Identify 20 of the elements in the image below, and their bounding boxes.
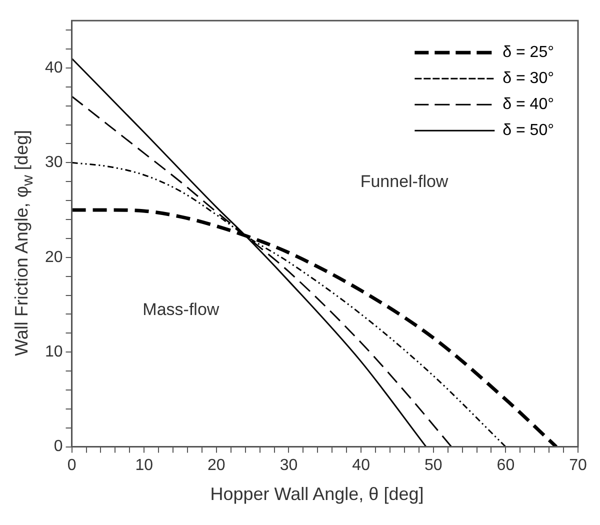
y-tick-label: 20 — [45, 248, 63, 266]
y-tick-label: 10 — [45, 343, 63, 360]
x-tick-label: 0 — [67, 456, 76, 474]
x-tick-label: 50 — [424, 456, 442, 474]
x-tick-label: 30 — [280, 456, 298, 474]
x-tick-label: 70 — [569, 456, 587, 474]
x-tick-label: 60 — [496, 456, 515, 474]
y-tick-label: 30 — [45, 154, 63, 172]
x-axis-title: Hopper Wall Angle, θ [deg] — [209, 484, 425, 505]
annotation: Funnel-flow — [360, 172, 449, 192]
x-tick-label: 40 — [352, 456, 370, 474]
y-tick-label: 0 — [54, 438, 63, 456]
x-tick-label: 20 — [208, 456, 226, 474]
x-tick-label: 10 — [135, 456, 154, 474]
legend-label: δ = 25° — [502, 44, 554, 62]
legend-label: δ = 30° — [502, 70, 554, 88]
legend-label: δ = 50° — [502, 122, 554, 140]
annotation: Mass-flow — [142, 300, 220, 320]
legend-label: δ = 40° — [502, 96, 554, 114]
y-tick-label: 40 — [45, 59, 63, 76]
